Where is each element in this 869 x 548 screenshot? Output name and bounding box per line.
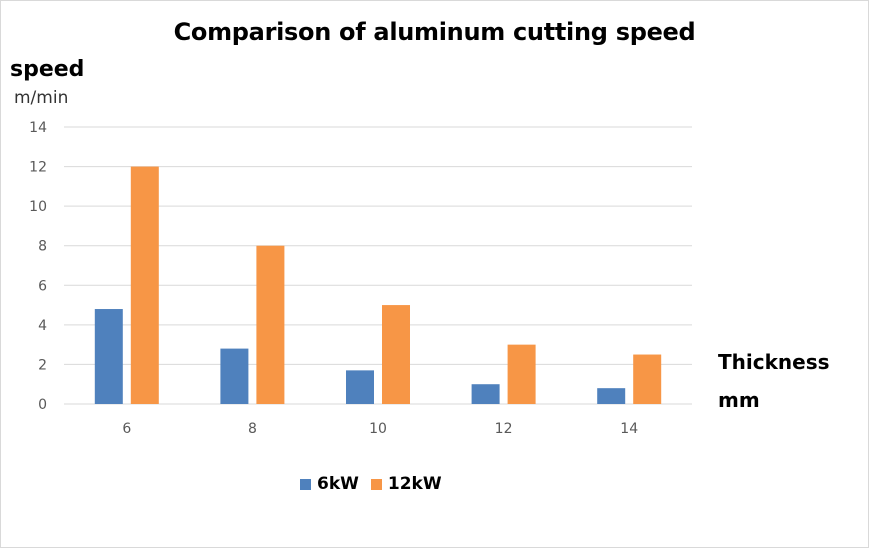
bar-12kw-6	[130, 166, 159, 404]
legend-label-12kw: 12kW	[387, 474, 442, 494]
x-tick-label: 8	[248, 421, 257, 437]
y-tick-label: 12	[29, 160, 47, 176]
bar-12kw-10	[382, 305, 410, 404]
bar-12kw-12	[507, 344, 536, 404]
chart-title: Comparison of aluminum cutting speed	[173, 18, 696, 46]
bar-12kw-8	[256, 245, 285, 404]
x-tick-label: 14	[620, 421, 638, 437]
legend-swatch-6kw	[300, 478, 311, 490]
y-tick-label: 6	[38, 278, 47, 294]
y-tick-label: 4	[38, 318, 47, 334]
legend-item-12kw: 12kW	[370, 474, 442, 494]
bar-6kw-10	[346, 370, 374, 404]
bar-6kw-14	[597, 388, 626, 404]
chart-legend: 6kW 12kW	[300, 474, 454, 494]
legend-item-6kw: 6kW	[300, 474, 359, 494]
bar-6kw-12	[471, 384, 500, 404]
y-axis-unit: m/min	[14, 88, 69, 108]
x-axis-unit: mm	[718, 388, 760, 412]
x-tick-label: 6	[122, 421, 131, 437]
y-tick-label: 10	[29, 199, 47, 215]
y-tick-label: 0	[38, 397, 47, 413]
y-axis-label: speed	[10, 57, 85, 82]
y-tick-label: 8	[38, 239, 47, 255]
legend-label-6kw: 6kW	[317, 474, 359, 494]
y-tick-label: 2	[38, 357, 47, 373]
x-tick-label: 12	[495, 421, 513, 437]
legend-swatch-12kw	[370, 478, 382, 490]
x-axis-label: Thickness	[718, 350, 830, 374]
bar-6kw-8	[220, 348, 249, 404]
bar-12kw-14	[633, 354, 662, 404]
bar-6kw-6	[94, 309, 123, 404]
x-tick-label: 10	[369, 421, 387, 437]
y-tick-label: 14	[29, 120, 47, 136]
